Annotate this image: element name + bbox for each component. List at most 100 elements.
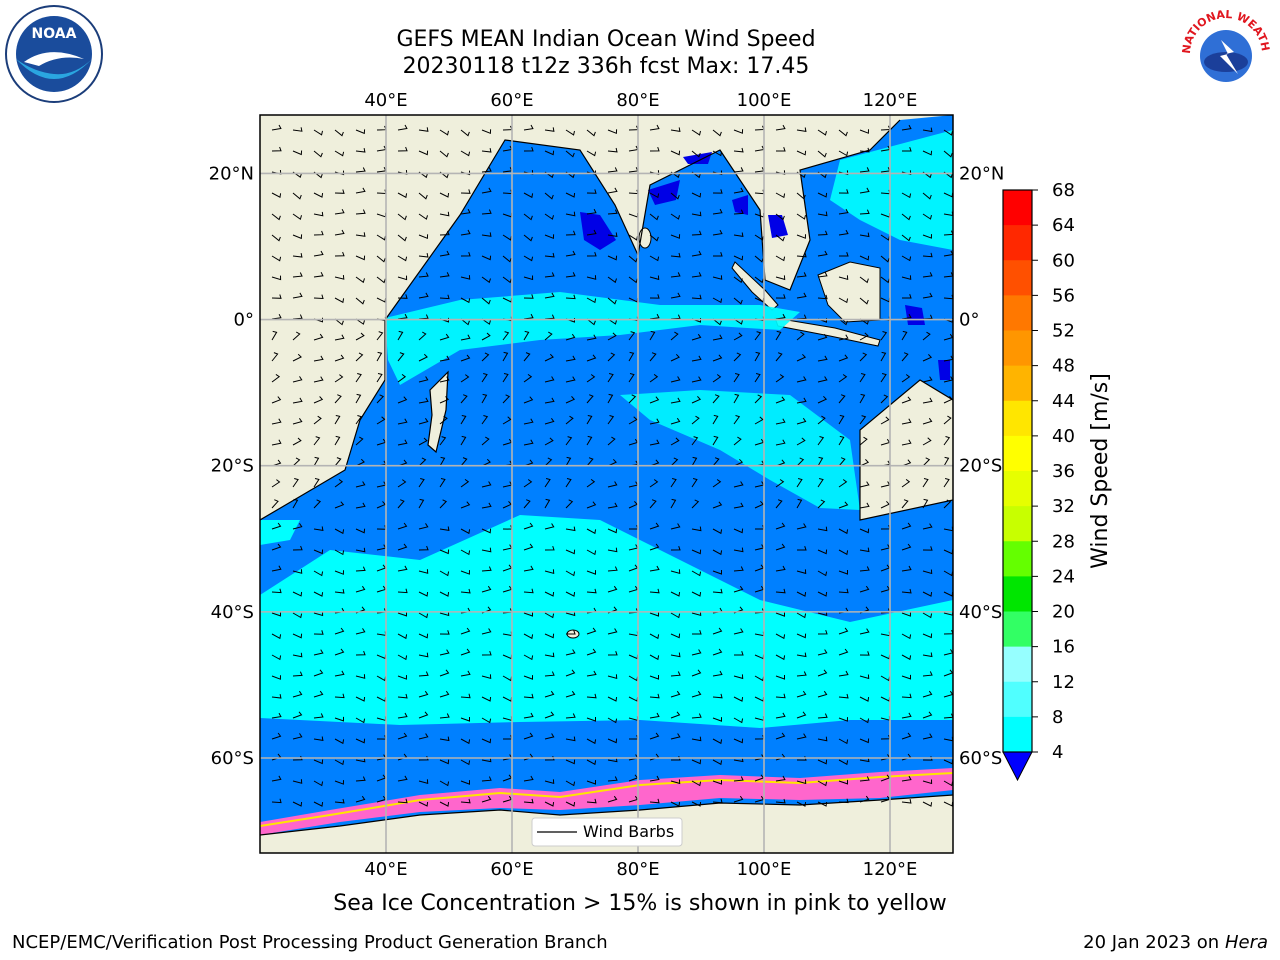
wind-barb	[712, 717, 722, 722]
wind-barb	[355, 757, 366, 763]
wind-barb	[292, 545, 303, 551]
wind-barb	[292, 150, 303, 156]
wind-barb	[334, 588, 345, 594]
wind-barb	[838, 354, 849, 362]
wind-barb	[691, 211, 702, 217]
wind-barb	[544, 418, 555, 425]
colorbar-tick-label: 48	[1052, 356, 1075, 377]
wind-barb	[691, 780, 702, 787]
wind-barb	[712, 479, 722, 488]
wind-barb	[355, 373, 362, 383]
wind-barb	[817, 192, 828, 198]
wind-barb	[292, 234, 303, 240]
wind-barb	[733, 585, 744, 593]
wind-barb	[733, 436, 742, 446]
wind-barb	[649, 352, 657, 362]
wind-barb	[922, 252, 933, 258]
wind-barb	[565, 211, 576, 217]
colorbar-block	[1003, 506, 1032, 542]
colorbar-tick-label: 52	[1052, 321, 1075, 342]
wind-barb	[670, 671, 681, 677]
wind-barb	[712, 394, 720, 404]
lon-tick-label-bottom: 120°E	[863, 859, 918, 880]
wind-barb	[292, 457, 301, 467]
wind-barb	[670, 252, 681, 258]
map-tick-labels: 40°E 40°E 60°E 60°E 80°E 80°E 100°E 100°E 120°E 1…	[209, 90, 1005, 880]
wind-barb	[859, 502, 870, 509]
wind-barb	[838, 275, 849, 280]
wind-barb	[586, 275, 597, 280]
wind-barb	[922, 779, 933, 785]
wind-barb	[712, 435, 719, 446]
wind-barb	[775, 565, 786, 572]
wind-barb	[712, 354, 723, 362]
wind-barb	[859, 547, 870, 553]
wind-barb	[439, 294, 450, 300]
wind-barb	[607, 297, 617, 305]
wind-barb	[439, 192, 450, 198]
wind-barb	[523, 775, 534, 782]
wind-barb	[649, 192, 660, 199]
wind-barb	[397, 418, 408, 425]
wind-barb	[271, 294, 282, 299]
wind-barb	[817, 376, 828, 383]
wind-barb	[397, 753, 408, 761]
wind-barb	[880, 500, 890, 509]
wind-barb	[607, 585, 618, 593]
wind-barb	[775, 234, 785, 242]
wind-barb	[922, 192, 932, 200]
wind-barb	[418, 801, 429, 807]
wind-barb	[397, 275, 408, 281]
wind-barb	[691, 690, 702, 698]
wind-barb	[628, 351, 635, 362]
wind-barb	[691, 129, 701, 136]
wind-barb	[271, 213, 281, 221]
wind-barb	[649, 775, 660, 782]
wind-barb	[355, 650, 366, 656]
wind-barb	[670, 801, 681, 807]
wind-barb	[901, 396, 912, 404]
wind-barb	[796, 779, 807, 785]
wind-barb	[460, 435, 467, 446]
wind-barb	[859, 129, 869, 134]
wind-barb	[544, 292, 555, 299]
wind-barb	[523, 352, 531, 362]
wind-barb	[544, 779, 555, 784]
wind-barb	[817, 436, 825, 446]
wind-barb	[838, 394, 846, 404]
wind-barb	[691, 649, 702, 656]
wind-barb	[523, 418, 534, 425]
low-wind-south-china-sea	[768, 215, 788, 238]
colorbar-ticks: 68 64 60 56 52 48 44 40 36 32 28 24 20 16 12 8 4	[1032, 180, 1075, 763]
wind-barb	[922, 292, 933, 299]
footer-branch: NCEP/EMC/Verification Post Processing Pr…	[12, 932, 608, 953]
wind-barb	[439, 780, 450, 787]
wind-barb	[313, 690, 324, 698]
wind-barb	[817, 591, 828, 597]
wind-barb	[523, 499, 531, 509]
wind-barb	[397, 654, 408, 661]
wind-barb	[397, 693, 408, 699]
wind-barb	[796, 353, 807, 362]
wind-barb	[775, 712, 786, 719]
wind-barb	[271, 330, 278, 341]
wind-barb	[901, 499, 909, 509]
wind-barb	[418, 498, 425, 509]
wind-barb	[733, 547, 744, 553]
wind-barb	[271, 146, 282, 152]
wind-barb	[922, 234, 932, 239]
wind-barb	[775, 213, 785, 221]
wind-barb	[775, 192, 786, 199]
wind-barb	[922, 612, 933, 619]
wind-barb	[922, 417, 933, 425]
wind-barb	[586, 435, 593, 446]
wind-barb	[334, 798, 345, 804]
wind-barb	[544, 127, 555, 132]
wind-barb	[880, 255, 890, 263]
wind-barb	[565, 129, 575, 136]
wind-barb	[691, 549, 702, 555]
colorbar-block	[1003, 681, 1032, 718]
colorbar-tick-label: 60	[1052, 250, 1075, 271]
wind-barb	[544, 234, 555, 240]
wind-barb	[544, 397, 555, 404]
